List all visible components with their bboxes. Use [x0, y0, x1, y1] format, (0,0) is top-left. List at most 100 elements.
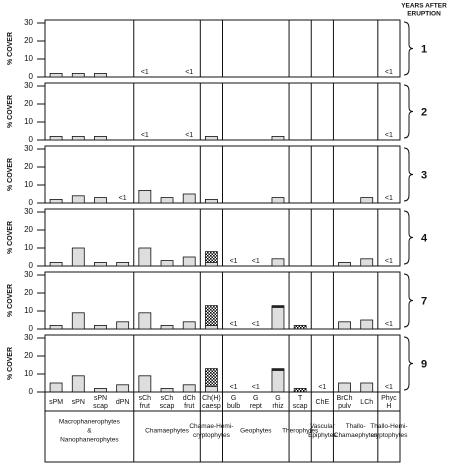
bar	[71, 73, 85, 78]
year-label: 7	[421, 295, 427, 307]
value-label: <1	[230, 258, 238, 265]
y-tick-label: 0	[29, 387, 34, 396]
category-label: LCh	[360, 399, 373, 406]
category-label: scap	[160, 403, 175, 410]
category-label: caesp	[202, 403, 221, 410]
category-label: Ch(H)	[202, 395, 221, 402]
group-label: Chamaephytes	[145, 428, 189, 435]
group-label: cryptophytes	[193, 432, 231, 439]
bar	[360, 258, 374, 267]
group-label: Chamae-Hemi-	[189, 423, 233, 430]
group-label: Thallo-Hemi-	[370, 423, 407, 430]
bar	[271, 258, 285, 267]
dark-bar	[271, 305, 285, 308]
y-tick-label: 20	[24, 225, 33, 234]
right-title: ERUPTION	[407, 11, 441, 18]
y-tick-label: 0	[29, 324, 34, 333]
category-label: G	[275, 395, 280, 402]
bar	[360, 319, 374, 330]
category-label: bulb	[227, 403, 240, 410]
bracket	[403, 336, 414, 391]
value-label: <1	[318, 384, 326, 391]
category-label: frut	[140, 403, 150, 410]
value-label: <1	[385, 258, 393, 265]
y-tick-label: 0	[29, 72, 34, 81]
group-label: Geophytes	[240, 428, 272, 435]
bar	[94, 135, 107, 141]
value-label: <1	[141, 69, 149, 76]
value-label: <1	[230, 384, 238, 391]
bar	[116, 384, 130, 393]
group-label: Macrophanerophytes	[59, 419, 121, 426]
value-label: <1	[141, 132, 149, 139]
category-label: Phyc	[381, 395, 397, 402]
bar	[94, 387, 107, 393]
y-tick-label: 10	[24, 243, 33, 252]
bar	[49, 198, 63, 204]
y-tick-label: 30	[24, 81, 33, 90]
y-tick-label: 20	[24, 36, 33, 45]
dark-bar	[293, 387, 307, 393]
bar	[338, 382, 351, 393]
y-tick-label: 0	[29, 261, 34, 270]
category-label: sCh	[139, 395, 152, 402]
y-axis-title: % COVER	[7, 221, 14, 254]
y-tick-label: 10	[24, 369, 33, 378]
bar	[138, 312, 152, 330]
y-tick-label: 10	[24, 306, 33, 315]
category-label: BrCh	[337, 395, 353, 402]
y-tick-label: 30	[24, 207, 33, 216]
y-axis-title: % COVER	[7, 158, 14, 191]
year-label: 2	[421, 106, 427, 118]
year-label: 4	[421, 232, 428, 244]
y-tick-label: 0	[29, 198, 34, 207]
group-label: &	[87, 428, 92, 435]
bar	[49, 73, 63, 78]
y-tick-label: 20	[24, 99, 33, 108]
y-tick-label: 10	[24, 180, 33, 189]
value-label: <1	[385, 195, 393, 202]
bar	[205, 386, 218, 393]
group-label: Epiphytes	[308, 432, 337, 439]
bar	[71, 195, 85, 204]
y-tick-label: 20	[24, 351, 33, 360]
dark-bar	[205, 251, 218, 263]
category-label: dCh	[183, 395, 196, 402]
bracket	[403, 210, 414, 265]
group-label: Nanophanerophytes	[60, 437, 119, 444]
bar	[71, 375, 85, 393]
category-label: G	[253, 395, 258, 402]
group-label: Vascular	[310, 423, 336, 430]
value-label: <1	[230, 321, 238, 328]
value-label: <1	[385, 321, 393, 328]
bar	[182, 256, 196, 267]
bar	[138, 189, 152, 204]
bracket	[403, 273, 414, 328]
y-axis-title: % COVER	[7, 284, 14, 317]
right-title: YEARS AFTER	[401, 3, 447, 10]
bar	[338, 261, 351, 267]
bracket	[403, 21, 414, 76]
bar	[138, 375, 152, 393]
y-tick-label: 10	[24, 54, 33, 63]
bar	[338, 321, 351, 330]
bar	[160, 387, 174, 393]
bar	[182, 193, 196, 204]
value-label: <1	[385, 132, 393, 139]
group-label: cryptophytes	[370, 432, 408, 439]
category-label: G	[231, 395, 236, 402]
bar	[49, 324, 63, 330]
bar	[205, 135, 218, 141]
bar	[49, 382, 63, 393]
y-tick-label: 20	[24, 162, 33, 171]
category-label: ChE	[316, 399, 330, 406]
bar	[160, 260, 174, 267]
bar	[160, 197, 174, 204]
bar	[49, 135, 63, 141]
bar	[116, 261, 130, 267]
bar	[94, 324, 107, 330]
bar	[49, 261, 63, 267]
value-label: <1	[119, 195, 127, 202]
year-label: 9	[421, 358, 427, 370]
